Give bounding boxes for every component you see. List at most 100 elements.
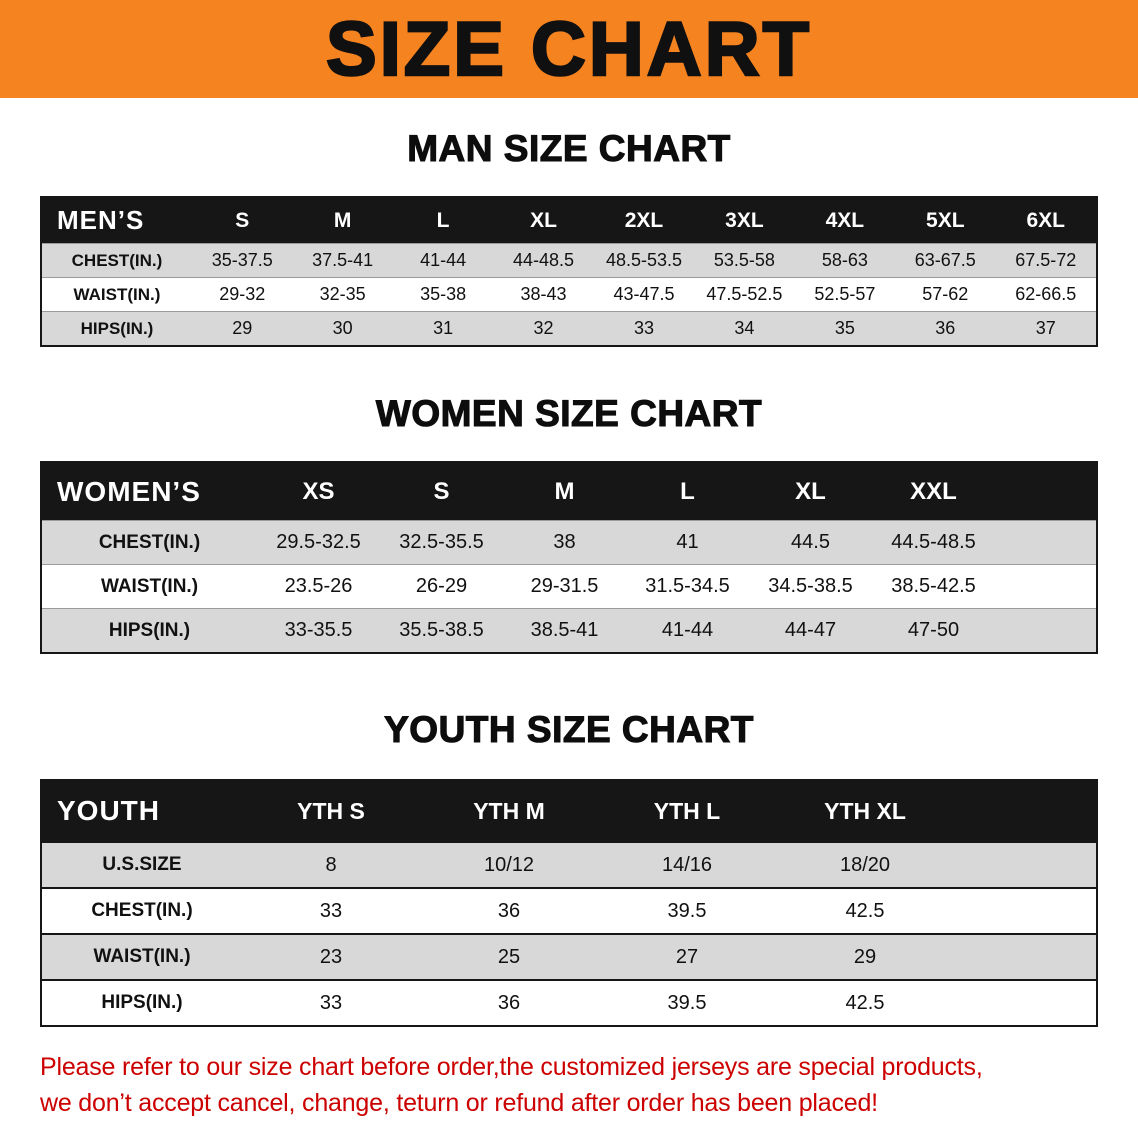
youth-table-header-row: YOUTH YTH S YTH M YTH L YTH XL [42,781,1096,841]
cell: 37.5-41 [312,250,374,270]
cell: 38.5-41 [530,619,599,641]
cell: 25 [497,945,521,968]
cell: 18/20 [839,853,891,876]
men-chest-row: CHEST(IN.) 35-37.5 37.5-41 41-44 44-48.5… [42,243,1096,277]
cell: 57-62 [922,284,969,304]
men-col-header: 6XL [1026,208,1065,232]
men-hips-row: HIPS(IN.) 29 30 31 32 33 34 35 36 37 [42,311,1096,345]
women-chest-row: CHEST(IN.) 29.5-32.5 32.5-35.5 38 41 44.… [42,520,1096,564]
women-table-corner-label: WOMEN’S [57,475,201,507]
cell: 23 [319,945,343,968]
men-col-header: L [436,208,450,232]
men-table-header-row: MEN’S S M L XL 2XL 3XL 4XL 5XL 6XL [42,198,1096,243]
cell: 58-63 [821,250,868,270]
cell: 36 [497,899,521,922]
cell: 53.5-58 [713,250,775,270]
cell: 32-35 [319,284,366,304]
cell: 36 [497,991,521,1014]
cell: 32 [533,318,554,338]
women-col-header: XL [795,477,826,505]
cell: 26-29 [415,575,468,597]
women-col-header: M [554,477,575,505]
cell: 33-35.5 [284,619,353,641]
youth-size-section: YOUTH SIZE CHART YOUTH YTH S YTH M YTH L… [0,708,1138,1027]
men-size-section: MAN SIZE CHART MEN’S S M L XL 2XL 3XL 4X… [0,127,1138,347]
row-label: HIPS(IN.) [108,619,191,641]
cell: 31.5-34.5 [645,575,730,597]
women-size-section: WOMEN SIZE CHART WOMEN’S XS S M L XL XXL… [0,392,1138,654]
women-table-header-row: WOMEN’S XS S M L XL XXL [42,463,1096,520]
cell: 63-67.5 [914,250,976,270]
cell: 30 [332,318,353,338]
youth-chest-row: CHEST(IN.) 33 36 39.5 42.5 [42,887,1096,933]
cell: 44-48.5 [513,250,575,270]
cell: 34.5-38.5 [768,575,853,597]
cell: 29-31.5 [530,575,599,597]
cell: 10/12 [483,853,535,876]
men-size-table: MEN’S S M L XL 2XL 3XL 4XL 5XL 6XL CHEST… [40,196,1098,347]
cell: 35 [834,318,855,338]
youth-section-heading: YOUTH SIZE CHART [384,708,754,750]
cell: 33 [319,899,343,922]
cell: 62-66.5 [1015,284,1077,304]
youth-col-header: YTH L [653,797,721,824]
row-label: WAIST(IN.) [93,946,191,967]
cell: 47.5-52.5 [706,284,783,304]
disclaimer-note: Please refer to our size chart before or… [40,1049,1138,1122]
cell: 39.5 [667,991,707,1014]
row-label: CHEST(IN.) [91,900,193,921]
row-label: CHEST(IN.) [98,531,201,553]
row-label: U.S.SIZE [102,854,182,875]
cell: 41-44 [420,250,467,270]
men-col-header: 4XL [825,208,865,232]
page-title: SIZE CHART [325,5,812,93]
men-waist-row: WAIST(IN.) 29-32 32-35 35-38 38-43 43-47… [42,277,1096,311]
cell: 23.5-26 [284,575,353,597]
youth-col-header: YTH S [297,797,365,824]
row-label: HIPS(IN.) [101,992,183,1013]
row-label: WAIST(IN.) [73,284,161,304]
cell: 29 [232,318,253,338]
youth-col-header: YTH XL [824,797,906,824]
cell: 42.5 [845,899,885,922]
women-col-header: S [433,477,450,505]
men-section-heading: MAN SIZE CHART [407,127,731,169]
cell: 36 [935,318,956,338]
women-hips-row: HIPS(IN.) 33-35.5 35.5-38.5 38.5-41 41-4… [42,608,1096,652]
cell: 44.5-48.5 [891,531,976,553]
cell: 29-32 [219,284,266,304]
cell: 14/16 [661,853,713,876]
women-waist-row: WAIST(IN.) 23.5-26 26-29 29-31.5 31.5-34… [42,564,1096,608]
cell: 41-44 [661,619,714,641]
youth-col-header: YTH M [473,797,545,824]
cell: 34 [734,318,755,338]
cell: 35-37.5 [211,250,273,270]
cell: 32.5-35.5 [399,531,484,553]
row-label: CHEST(IN.) [71,250,163,270]
cell: 44.5 [791,531,830,553]
row-label: HIPS(IN.) [80,318,154,338]
men-col-header: XL [530,208,557,232]
youth-size-table: YOUTH YTH S YTH M YTH L YTH XL U.S.SIZE … [40,779,1098,1027]
cell: 52.5-57 [814,284,876,304]
youth-hips-row: HIPS(IN.) 33 36 39.5 42.5 [42,979,1096,1025]
cell: 42.5 [845,991,885,1014]
cell: 27 [675,945,699,968]
cell: 47-50 [907,619,960,641]
youth-table-corner-label: YOUTH [57,795,160,826]
cell: 35-38 [420,284,467,304]
men-col-header: S [235,208,250,232]
cell: 43-47.5 [613,284,675,304]
cell: 48.5-53.5 [605,250,682,270]
cell: 38 [553,531,576,553]
men-table-corner-label: MEN’S [57,205,145,235]
youth-waist-row: WAIST(IN.) 23 25 27 29 [42,933,1096,979]
disclaimer-line-1: Please refer to our size chart before or… [40,1053,983,1081]
cell: 8 [325,853,337,876]
cell: 44-47 [784,619,837,641]
cell: 33 [319,991,343,1014]
women-col-header: XS [302,477,335,505]
cell: 39.5 [667,899,707,922]
cell: 29.5-32.5 [276,531,361,553]
